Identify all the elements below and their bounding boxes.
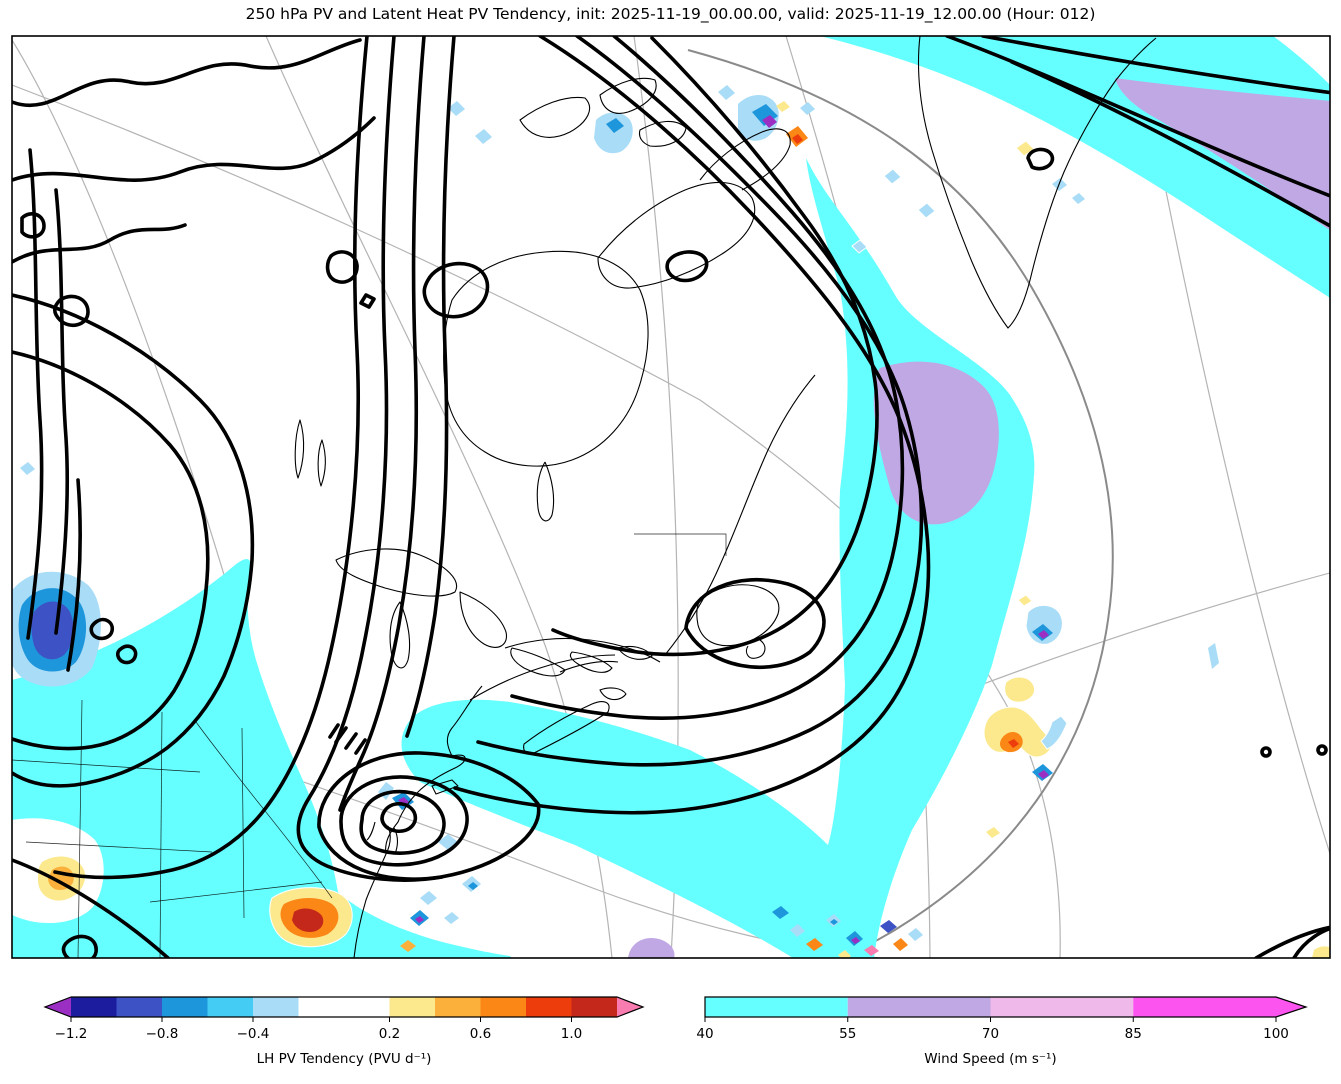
colorbar-tick-label: −1.2: [55, 1026, 88, 1042]
colorbar-segment: [389, 997, 435, 1017]
colorbar-tick-label: −0.8: [146, 1026, 179, 1042]
colorbar-segment: [71, 997, 117, 1017]
colorbar-segment: [162, 997, 208, 1017]
colorbar-tick-label: 40: [696, 1026, 713, 1042]
wind-speed-colorbar: 40 55 70 85 100 Wind Speed (m s⁻¹): [688, 992, 1341, 1084]
pv-contours: [12, 36, 1330, 958]
colorbar-segment: [1133, 997, 1276, 1017]
colorbar-segment: [571, 997, 617, 1017]
colorbar-tick-label: −0.4: [237, 1026, 270, 1042]
colorbar-segment: [705, 997, 848, 1017]
colorbar-segment: [253, 997, 299, 1017]
map-frame: [11, 35, 1331, 959]
colorbar-outline: [704, 996, 1308, 1018]
colorbar-tick-label: 55: [839, 1026, 856, 1042]
figure-title: 250 hPa PV and Latent Heat PV Tendency, …: [245, 5, 1096, 23]
colorbar-tick-label: 85: [1125, 1026, 1142, 1042]
colorbar-tick-label: 1.0: [561, 1026, 582, 1042]
colorbar-tick-label: 70: [982, 1026, 999, 1042]
colorbar-tick-label: 0.2: [379, 1026, 400, 1042]
colorbar-axis-label: LH PV Tendency (PVU d⁻¹): [257, 1051, 432, 1067]
colorbar-segment: [847, 997, 991, 1017]
colorbar-svg: 40 55 70 85 100 Wind Speed (m s⁻¹): [696, 996, 1308, 1067]
colorbar-axis-label: Wind Speed (m s⁻¹): [924, 1051, 1056, 1067]
colorbar-tick-label: 0.6: [470, 1026, 491, 1042]
colorbar-segment: [298, 997, 390, 1017]
colorbar-tick-label: 100: [1263, 1026, 1289, 1042]
colorbar-segment: [207, 997, 253, 1017]
colorbar-segment: [435, 997, 481, 1017]
colorbar-segment: [990, 997, 1134, 1017]
colorbar-svg: −1.2 −0.8 −0.4 0.2 0.6 1.0 LH PV Tendency (PVU…: [43, 996, 645, 1067]
colorbar-outline: [43, 996, 645, 1018]
colorbar-under-arrow: [45, 997, 71, 1017]
lh-pv-tendency-colorbar: −1.2 −0.8 −0.4 0.2 0.6 1.0 LH PV Tendency (PVU…: [18, 992, 678, 1084]
colorbar-segment: [116, 997, 162, 1017]
colorbar-segment: [480, 997, 526, 1017]
colorbar-over-arrow: [617, 997, 643, 1017]
colorbar-segment: [526, 997, 572, 1017]
colorbar-over-arrow: [1276, 997, 1306, 1017]
wind-speed-55-70-fill: [628, 78, 1330, 958]
